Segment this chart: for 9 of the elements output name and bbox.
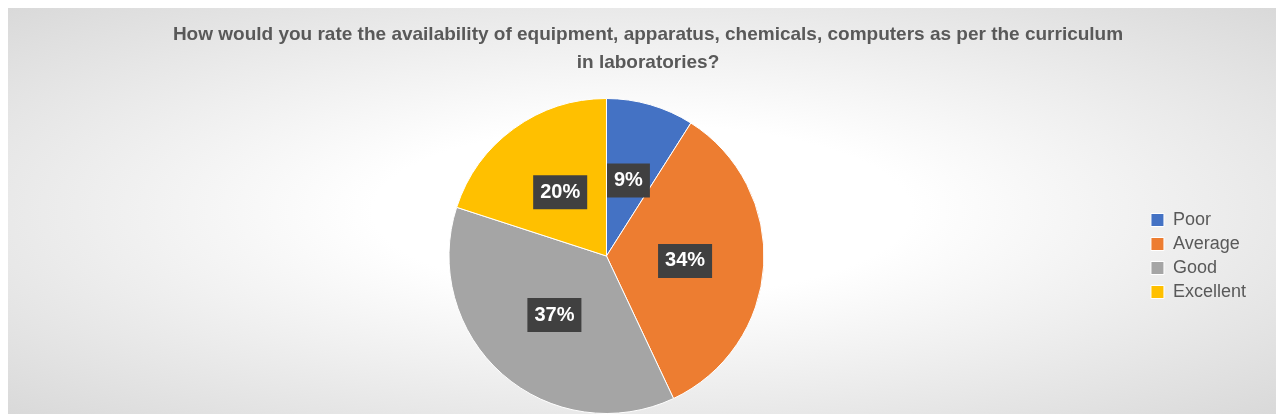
data-label: 9% bbox=[614, 167, 644, 190]
data-label: 20% bbox=[540, 179, 581, 202]
chart-title: How would you rate the availability of equipment, apparatus, chemicals, computers as per the curriculum in laboratories? bbox=[171, 22, 1125, 74]
legend-label: Excellent bbox=[1172, 280, 1247, 301]
legend-label: Good bbox=[1172, 256, 1218, 277]
legend-label: Average bbox=[1172, 232, 1240, 253]
legend-label: Poor bbox=[1172, 208, 1211, 229]
data-label: 37% bbox=[534, 302, 575, 325]
data-label: 34% bbox=[665, 248, 706, 271]
